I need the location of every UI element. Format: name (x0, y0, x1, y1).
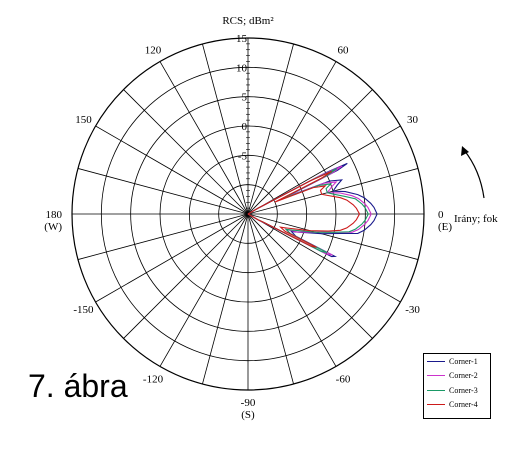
grid-spoke (247, 213, 337, 367)
angle-tick-label: 60 (338, 44, 350, 56)
grid-spoke (247, 89, 373, 215)
legend-label: Corner-2 (449, 371, 478, 381)
angle-axis-label: Irány; fok (454, 213, 498, 225)
angle-tick-label: 0 (438, 209, 444, 221)
angle-tick-label: -60 (336, 374, 351, 386)
angle-tick-label: 180 (46, 209, 63, 221)
legend-item: Corner-1 (424, 354, 490, 369)
angle-tick-label: 150 (75, 114, 92, 126)
angle-tick-label: -120 (143, 374, 164, 386)
grid-spoke (95, 213, 249, 303)
grid-spoke (247, 213, 373, 339)
series-line-4 (247, 170, 361, 248)
grid-spoke (123, 213, 249, 339)
polar-grid (71, 37, 425, 391)
legend-item: Corner-3 (424, 383, 490, 398)
legend-swatch (427, 389, 445, 391)
grid-spoke (202, 213, 249, 385)
radial-tick-label: -5 (238, 150, 248, 162)
grid-spoke (159, 213, 249, 367)
angle-tick-label: -150 (73, 304, 94, 316)
legend-label: Corner-4 (449, 400, 478, 410)
grid-spoke (77, 168, 249, 215)
grid-spoke (247, 125, 401, 215)
legend-swatch (427, 360, 445, 362)
legend-swatch (427, 404, 445, 406)
grid-spoke (202, 43, 249, 215)
angle-tick-sublabel: (S) (241, 409, 255, 421)
axis-labels: -50510150(E)3060120150180(W)-150-120-90(… (44, 33, 452, 421)
legend: Corner-1 Corner-2 Corner-3 Corner-4 (423, 353, 491, 419)
radial-tick-label: 0 (242, 121, 248, 133)
direction-arrow (461, 146, 485, 199)
legend-label: Corner-3 (449, 385, 478, 395)
angle-tick-sublabel: (W) (44, 221, 62, 233)
grid-spoke (123, 89, 249, 215)
grid-spoke (247, 213, 419, 260)
series-group (247, 162, 378, 258)
legend-item: Corner-4 (424, 398, 490, 413)
chart-title: RCS; dBm² (222, 15, 274, 27)
legend-item: Corner-2 (424, 369, 490, 384)
angle-tick-label: 120 (145, 44, 162, 56)
radial-tick-label: 5 (242, 92, 248, 104)
grid-spoke (247, 61, 337, 215)
grid-spoke (159, 61, 249, 215)
figure-caption: 7. ábra (28, 368, 128, 404)
radial-tick-label: 10 (236, 62, 248, 74)
grid-spoke (247, 43, 294, 215)
grid-spoke (247, 213, 294, 385)
angle-tick-label: -30 (405, 304, 420, 316)
angle-tick-label: 30 (407, 114, 419, 126)
grid-spoke (247, 213, 401, 303)
angle-tick-sublabel: (E) (438, 221, 452, 233)
grid-spoke (95, 125, 249, 215)
angle-tick-label: -90 (241, 397, 256, 409)
legend-swatch (427, 375, 445, 377)
grid-spoke (77, 213, 249, 260)
radial-tick-label: 15 (236, 33, 248, 45)
legend-label: Corner-1 (449, 356, 478, 366)
